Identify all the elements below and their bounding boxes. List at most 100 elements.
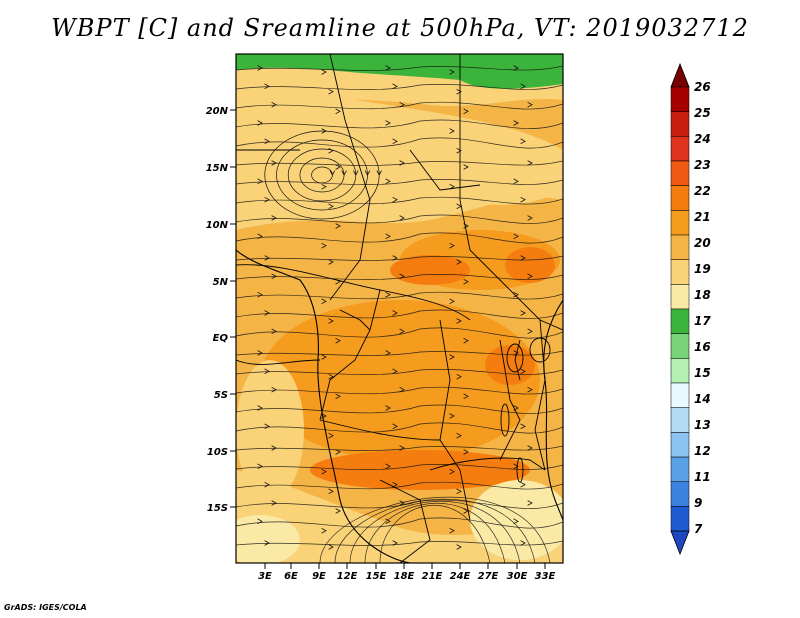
streamline — [236, 119, 563, 129]
streamline — [236, 160, 563, 166]
wbpt-region — [265, 137, 375, 213]
colorbar-box — [670, 333, 690, 359]
streamline-arrow — [399, 445, 405, 451]
lat-label: 10S — [207, 447, 228, 458]
streamline-arrow — [527, 500, 533, 506]
streamline-arrow — [264, 423, 270, 430]
colorbar-label: 21 — [694, 210, 711, 224]
streamline — [236, 101, 563, 110]
streamline — [236, 386, 563, 395]
colorbar-label: 19 — [694, 262, 711, 276]
streamline-arrow — [257, 405, 263, 411]
colorbar-label: 26 — [694, 80, 711, 94]
streamline-arrow — [321, 69, 327, 75]
streamline — [236, 137, 563, 149]
streamline-arrow — [271, 101, 277, 108]
streamline-arrow — [392, 310, 398, 316]
colorbar-box — [670, 86, 690, 112]
streamline — [236, 196, 563, 205]
streamline-arrow — [335, 508, 341, 514]
streamline-arrow — [463, 393, 469, 400]
lon-label: 9E — [312, 571, 326, 582]
country-border — [469, 249, 563, 331]
colorbar-box — [670, 481, 690, 507]
streamline-arrow — [527, 101, 533, 108]
colorbar-box — [670, 111, 690, 137]
streamline-arrow — [392, 540, 398, 546]
streamline-arrow — [385, 405, 391, 411]
streamline-arrow — [264, 83, 270, 90]
wbpt-region — [310, 450, 530, 490]
streamline-arrow — [271, 500, 277, 506]
streamline-arrow — [456, 544, 462, 550]
streamline-arrow — [513, 463, 519, 470]
colorbar-box — [670, 308, 690, 334]
streamline — [236, 327, 563, 339]
streamline-arrow — [399, 215, 405, 221]
colorbar-box — [670, 259, 690, 285]
streamline-arrow — [463, 164, 469, 170]
streamline-arrow — [335, 393, 341, 400]
streamline-arrow — [513, 233, 519, 240]
streamline — [236, 369, 563, 375]
streamline-arrow — [385, 291, 391, 298]
streamline-arrow — [271, 160, 277, 166]
streamline-arrow — [520, 255, 526, 261]
longitude-axis: 3E 6E 9E 12E 15E 18E 21E 24E 27E 30E 33E — [258, 563, 556, 582]
streamline-arrow — [399, 500, 405, 506]
streamline-arrow — [456, 488, 462, 495]
streamline-arrow — [463, 337, 469, 344]
streamline-arrow — [328, 318, 334, 324]
streamline-arrow — [364, 170, 371, 176]
lat-label: 15S — [207, 503, 228, 514]
streamline-arrow — [449, 527, 455, 534]
streamline-arrow — [376, 170, 382, 176]
lon-label: 15E — [366, 571, 387, 582]
wbpt-region — [236, 54, 563, 89]
lon-label: 27E — [478, 571, 499, 582]
lat-label: 10N — [206, 220, 229, 231]
streamline — [236, 65, 563, 71]
colorbar-top-arrow — [670, 62, 690, 88]
streamline-arrow — [264, 138, 270, 145]
colorbar-label: 20 — [694, 236, 711, 250]
lon-label: 3E — [258, 571, 272, 582]
map-frame — [235, 53, 564, 564]
streamline-arrow — [520, 368, 526, 375]
streamline-arrow — [328, 432, 334, 439]
country-border — [339, 309, 371, 331]
lat-label: 5S — [214, 390, 228, 401]
lon-label: 24E — [450, 571, 471, 582]
chart-title: WBPT [C] and Sreamline at 500hPa, VT: 20… — [51, 14, 749, 42]
colorbar-box — [670, 432, 690, 458]
streamline — [236, 214, 563, 224]
streamline-arrow — [513, 291, 519, 298]
streamline-arrow — [271, 386, 277, 393]
streamline-arrow — [527, 215, 533, 221]
streamline — [236, 309, 563, 319]
streamline-arrow — [264, 368, 270, 375]
streamline — [236, 445, 563, 451]
lat-label: EQ — [213, 333, 229, 344]
lon-label: 18E — [394, 571, 415, 582]
streamline-arrow — [271, 445, 277, 451]
wbpt-region — [505, 247, 555, 283]
lat-label: 20N — [206, 106, 229, 117]
streamline-arrow — [353, 170, 359, 176]
streamline-arrow — [520, 83, 526, 90]
country-border — [429, 457, 546, 471]
streamline-arrow — [321, 354, 327, 360]
country-border — [236, 359, 321, 365]
streamline-arrow — [257, 233, 263, 240]
wbpt-region — [390, 255, 470, 285]
streamline — [236, 232, 563, 244]
wbpt-region — [470, 480, 563, 560]
streamline-arrow — [520, 423, 526, 430]
streamline-arrow — [449, 413, 455, 419]
streamline-arrow — [399, 386, 405, 393]
streamline-arrow — [335, 337, 341, 344]
streamline-arrow — [392, 481, 398, 488]
colorbar-label: 18 — [694, 288, 711, 302]
streamline-arrow — [264, 255, 270, 261]
